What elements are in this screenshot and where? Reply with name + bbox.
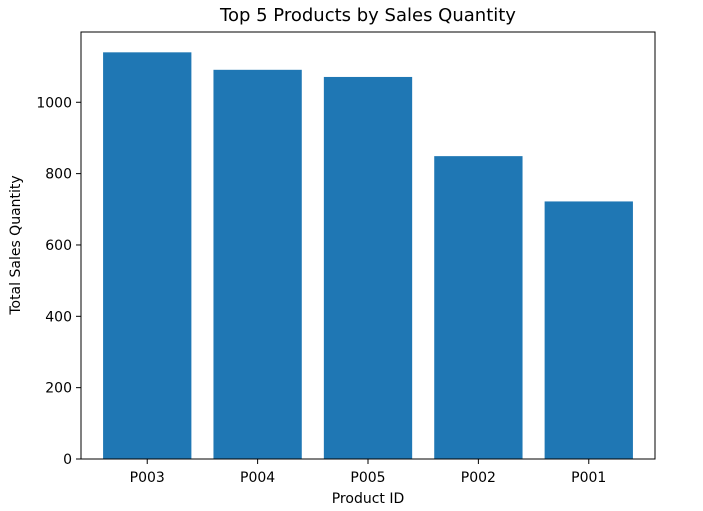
y-tick-label: 400 xyxy=(45,309,72,325)
x-tick-label: P001 xyxy=(571,470,606,486)
plot-frame xyxy=(80,31,656,460)
bars-group xyxy=(103,52,633,459)
bar-p005 xyxy=(323,76,413,459)
y-tick-label: 1000 xyxy=(36,95,72,111)
y-tick-label: 200 xyxy=(45,381,72,397)
x-axis-ticks: P003 P004 P005 P002 P001 xyxy=(130,459,606,486)
x-tick-label: P005 xyxy=(350,470,385,486)
x-tick-label: P003 xyxy=(130,470,165,486)
bar-p002 xyxy=(434,156,523,459)
y-tick-label: 800 xyxy=(45,167,72,183)
bar-p004 xyxy=(213,69,302,459)
bar-p003 xyxy=(103,52,192,459)
x-tick-label: P002 xyxy=(461,470,496,486)
y-tick-label: 600 xyxy=(45,238,72,254)
x-tick-label: P004 xyxy=(240,470,275,486)
chart-title: Top 5 Products by Sales Quantity xyxy=(219,5,516,26)
y-axis-label: Total Sales Quantity xyxy=(8,175,24,315)
bar-p001 xyxy=(544,201,633,459)
y-axis-ticks: 0 200 400 600 800 1000 xyxy=(36,95,81,468)
x-axis-label: Product ID xyxy=(332,491,405,507)
y-tick-label: 0 xyxy=(63,452,72,468)
